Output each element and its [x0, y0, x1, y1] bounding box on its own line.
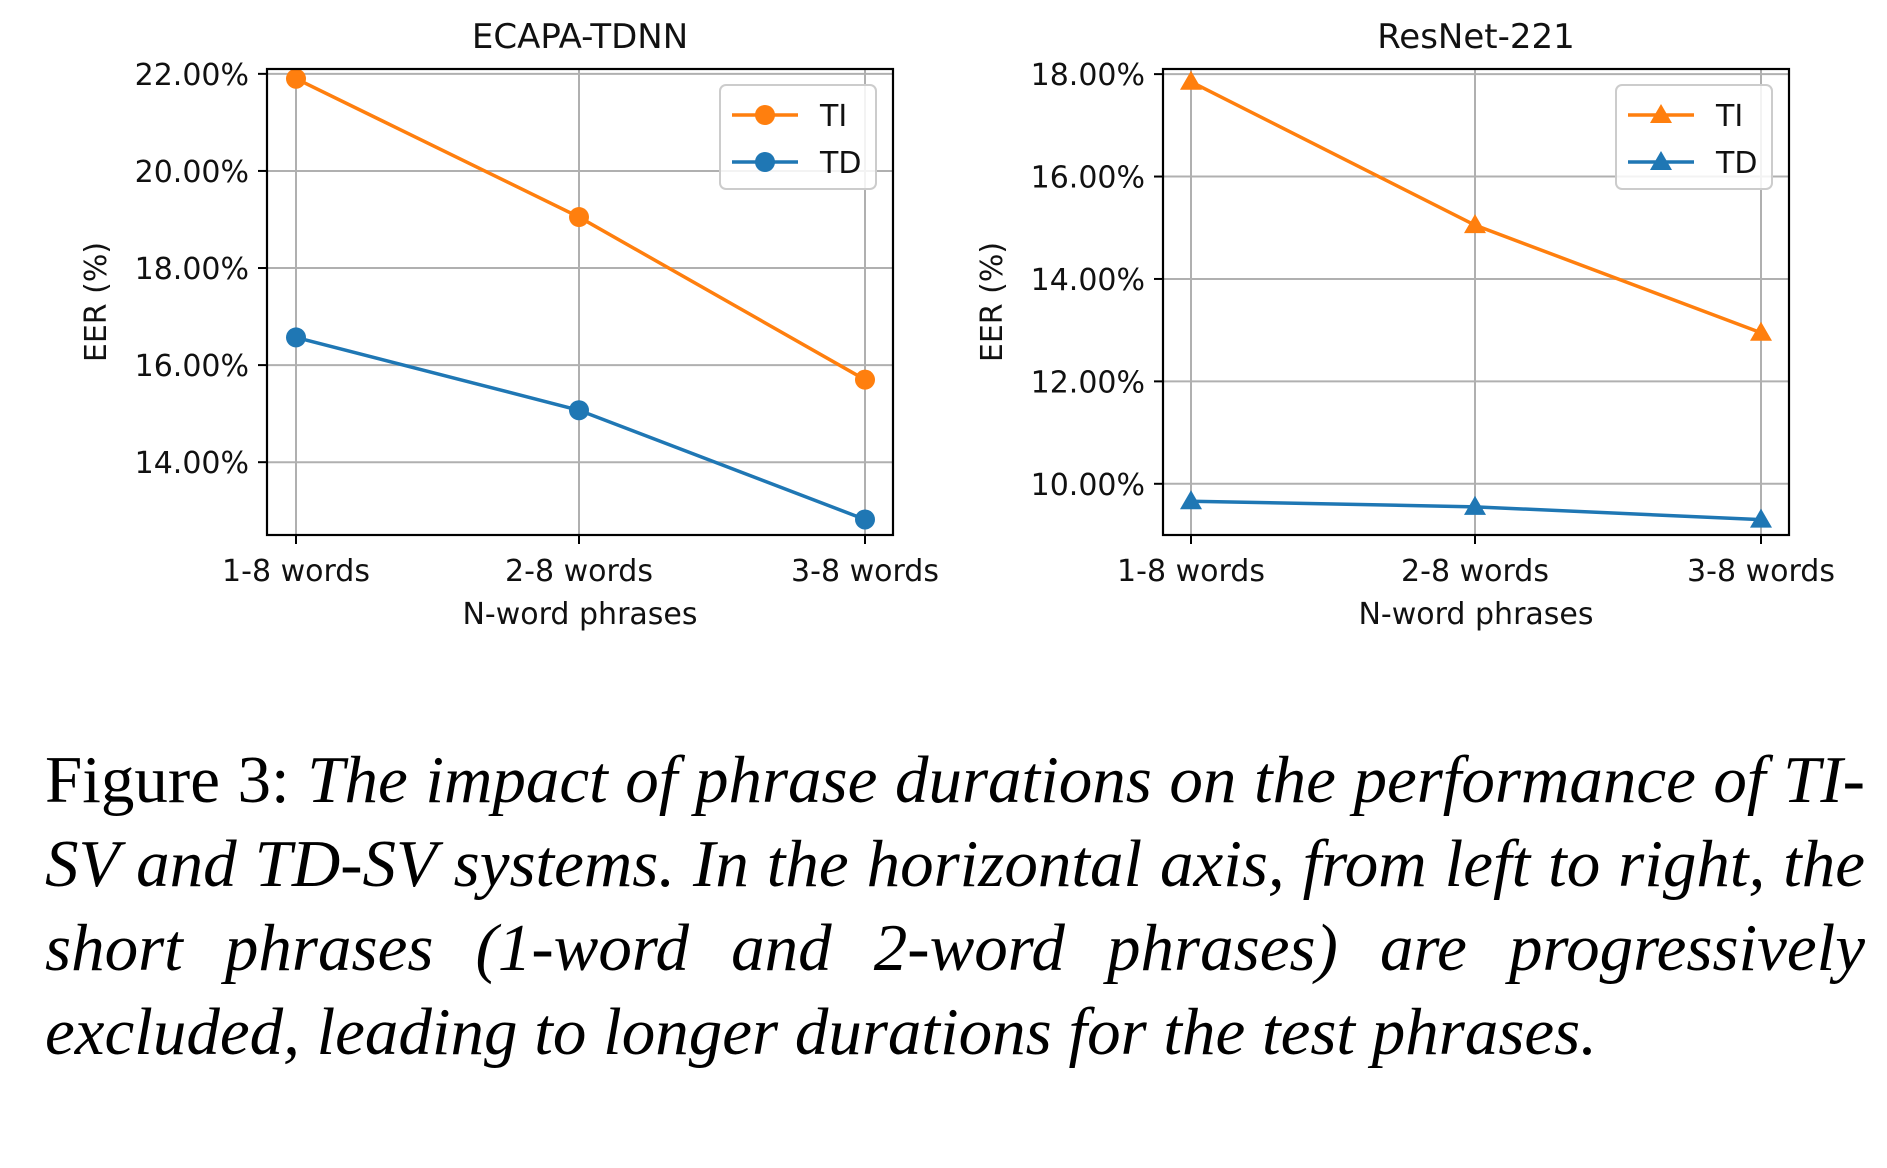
y-tick-label: 16.00% — [135, 349, 249, 384]
figure-caption: Figure 3: The impact of phrase durations… — [45, 738, 1865, 1074]
y-tick-label: 14.00% — [1031, 263, 1145, 298]
x-tick-label: 2-8 words — [505, 554, 653, 589]
x-tick-label: 3-8 words — [1687, 554, 1835, 589]
caption-text: The impact of phrase durations on the pe… — [45, 743, 1865, 1069]
y-tick-label: 18.00% — [1031, 58, 1145, 93]
legend-label-td: TD — [819, 146, 861, 181]
chart-title: ECAPA-TDNN — [472, 17, 688, 57]
data-point-td — [1750, 508, 1772, 528]
data-point-ti — [1464, 214, 1486, 234]
y-tick-label: 22.00% — [135, 58, 249, 93]
legend-marker-ti — [1650, 104, 1672, 123]
legend-label-td: TD — [1715, 146, 1757, 181]
y-tick-label: 10.00% — [1031, 468, 1145, 503]
x-tick-label: 3-8 words — [791, 554, 939, 589]
data-point-ti — [286, 68, 306, 89]
chart-resnet-221: 10.00% 12.00% 14.00% 16.00% 18.00% 1-8 words 2… — [975, 17, 1835, 632]
legend: TI TD — [1615, 84, 1773, 190]
plot-frame — [265, 67, 895, 537]
y-tick-label: 18.00% — [135, 252, 249, 287]
chart-title: ResNet-221 — [1377, 17, 1575, 57]
y-tick-label: 14.00% — [135, 446, 249, 481]
y-tick-label: 16.00% — [1031, 161, 1145, 196]
y-tick-label: 12.00% — [1031, 365, 1145, 400]
x-tick-label: 1-8 words — [222, 554, 370, 589]
plot-frame — [1161, 67, 1791, 537]
x-tick-label: 2-8 words — [1401, 554, 1549, 589]
y-axis-label: EER (%) — [79, 242, 114, 362]
legend: TI TD — [719, 84, 877, 190]
legend-marker-td — [1650, 151, 1672, 170]
legend-marker-ti — [755, 105, 775, 125]
x-tick-label: 1-8 words — [1117, 554, 1265, 589]
data-point-td — [1464, 495, 1486, 515]
legend-marker-td — [755, 152, 775, 172]
data-point-td — [569, 400, 589, 421]
data-point-ti — [855, 369, 875, 390]
chart-ecapa-tdnn: 14.00% 16.00% 18.00% 20.00% 22.00% 1-8 words 2… — [79, 17, 939, 632]
data-point-ti — [569, 207, 589, 228]
data-point-td — [855, 509, 875, 530]
data-point-td — [1180, 490, 1202, 510]
x-axis-label: N-word phrases — [462, 597, 697, 632]
legend-label-ti: TI — [819, 99, 847, 134]
y-tick-label: 20.00% — [135, 155, 249, 190]
data-point-td — [286, 327, 306, 348]
data-point-ti — [1750, 321, 1772, 341]
data-point-ti — [1180, 70, 1202, 90]
y-axis-label: EER (%) — [975, 242, 1010, 362]
x-axis-label: N-word phrases — [1358, 597, 1593, 632]
caption-label: Figure 3: — [45, 743, 290, 817]
legend-label-ti: TI — [1715, 99, 1743, 134]
